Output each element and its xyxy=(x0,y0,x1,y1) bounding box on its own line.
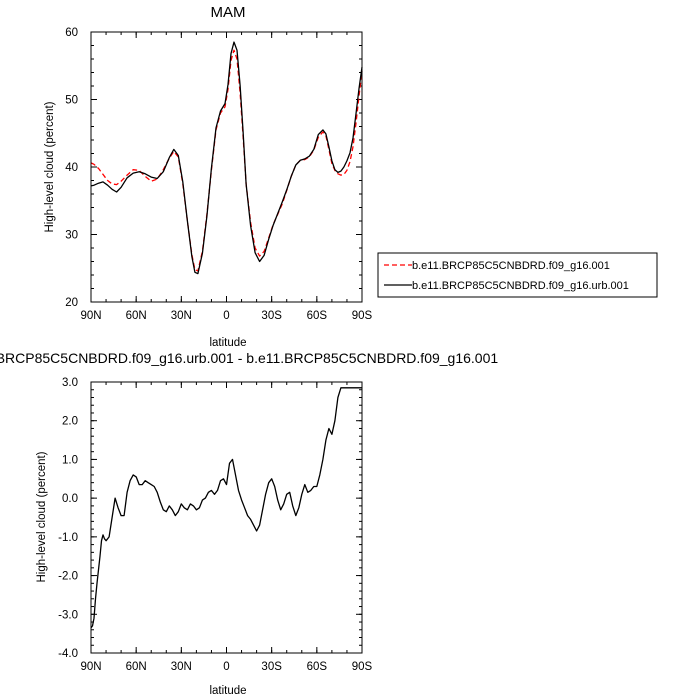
top-x-tick-label: 90S xyxy=(352,310,373,322)
bottom-x-tick-label: 60S xyxy=(307,661,328,673)
top-x-tick-label: 60S xyxy=(307,310,328,322)
bottom-y-tick-label: 0.0 xyxy=(62,493,78,505)
bottom-chart-title: b.e11.BRCP85C5CNBDRD.f09_g16.urb.001 - b… xyxy=(0,350,498,366)
bottom-plot-frame xyxy=(90,381,363,654)
top-x-tick-label: 30N xyxy=(171,310,192,322)
legend-label-series-2: b.e11.BRCP85C5CNBDRD.f09_g16.urb.001 xyxy=(412,280,629,292)
panel-top-mam: MAM 90N 60N 30N 0 30S 60S 90S 20 30 40 50 60 latitu… xyxy=(44,4,373,349)
bottom-tick-labels: 90N 60N 30N 0 30S 60S 90S -4.0 -3.0 -2.0 -1.0 0.0 1.… xyxy=(58,377,372,673)
bottom-series-line-1 xyxy=(90,387,362,629)
bottom-y-tick-label: -4.0 xyxy=(58,648,78,660)
top-y-tick-label: 50 xyxy=(65,95,78,107)
bottom-y-tick-label: 1.0 xyxy=(62,454,78,466)
legend-label-series-1: b.e11.BRCP85C5CNBDRD.f09_g16.001 xyxy=(412,260,610,272)
bottom-xlabel: latitude xyxy=(209,685,246,697)
top-plot-frame xyxy=(90,31,363,303)
top-y-tick-label: 30 xyxy=(65,230,78,242)
top-x-tick-label: 90N xyxy=(80,310,101,322)
bottom-ylabel: High-level cloud (percent) xyxy=(36,451,48,582)
bottom-x-tick-label: 0 xyxy=(223,661,229,673)
bottom-y-tick-label: 2.0 xyxy=(62,416,78,428)
top-series-line-2 xyxy=(90,41,363,275)
bottom-x-tick-label: 30S xyxy=(261,661,282,673)
bottom-tick-marks xyxy=(90,381,363,654)
top-x-tick-label: 60N xyxy=(126,310,147,322)
legend-box xyxy=(377,252,658,298)
top-y-tick-label: 40 xyxy=(65,162,78,174)
top-tick-marks xyxy=(90,31,363,303)
bottom-x-tick-label: 90S xyxy=(352,661,373,673)
legend: b.e11.BRCP85C5CNBDRD.f09_g16.001 b.e11.B… xyxy=(377,252,658,298)
bottom-y-tick-label: 3.0 xyxy=(62,377,78,389)
bottom-y-tick-label: -2.0 xyxy=(58,571,78,583)
top-tick-labels: 90N 60N 30N 0 30S 60S 90S 20 30 40 50 60 xyxy=(65,27,372,322)
top-series-group xyxy=(90,41,363,275)
top-series-line-1 xyxy=(90,49,363,272)
panel-bottom-difference: b.e11.BRCP85C5CNBDRD.f09_g16.urb.001 - b… xyxy=(0,350,498,697)
top-chart-title: MAM xyxy=(211,4,246,21)
top-y-tick-label: 20 xyxy=(65,297,78,309)
bottom-x-tick-label: 30N xyxy=(171,661,192,673)
bottom-y-tick-label: -1.0 xyxy=(58,532,78,544)
bottom-series-group xyxy=(90,387,362,629)
top-ylabel: High-level cloud (percent) xyxy=(44,101,56,232)
top-x-tick-label: 30S xyxy=(261,310,282,322)
bottom-x-tick-label: 90N xyxy=(80,661,101,673)
top-x-tick-label: 0 xyxy=(223,310,229,322)
bottom-x-tick-label: 60N xyxy=(126,661,147,673)
top-xlabel: latitude xyxy=(209,337,246,349)
top-y-tick-label: 60 xyxy=(65,27,78,39)
bottom-y-tick-label: -3.0 xyxy=(58,609,78,621)
